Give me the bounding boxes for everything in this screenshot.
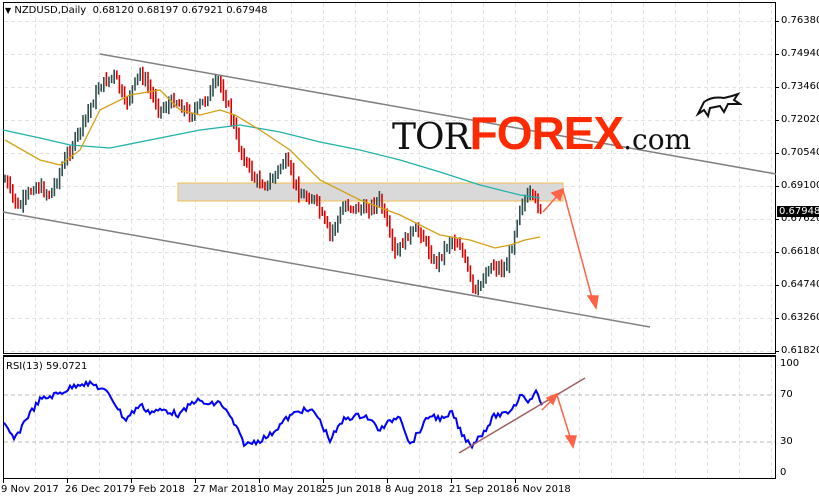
price-tick-label: 0.66180 xyxy=(781,246,819,257)
current-price-tag: 0.67948 xyxy=(777,206,819,217)
price-tick-label: 0.70540 xyxy=(781,147,819,158)
price-axis-ticks xyxy=(776,21,779,352)
time-axis-label: 21 Sep 2018 xyxy=(449,484,513,495)
price-tick-label: 0.63260 xyxy=(781,312,819,323)
channel-lower-line[interactable] xyxy=(2,211,651,328)
price-tick-label: 0.72020 xyxy=(781,114,819,125)
price-tick-label: 0.73460 xyxy=(781,81,819,92)
time-axis-label: 26 Dec 2017 xyxy=(65,484,129,495)
time-axis-label: 27 Mar 2018 xyxy=(193,484,257,495)
time-axis-label: 9 Feb 2018 xyxy=(129,484,185,495)
ma-slow-line xyxy=(2,124,541,199)
price-tick-label: 0.69100 xyxy=(781,180,819,191)
price-panel-frame xyxy=(3,2,776,354)
symbol-timeframe: NZDUSD,Daily xyxy=(14,5,87,16)
rsi-tick-70: 70 xyxy=(780,389,793,400)
rsi-tick-100: 100 xyxy=(780,358,800,369)
time-axis-label: 25 Jun 2018 xyxy=(321,484,382,495)
triangle-down-icon[interactable]: ▼ xyxy=(5,6,12,15)
ohlc-values: 0.68120 0.68197 0.67921 0.67948 xyxy=(92,5,268,16)
ma-fast-line xyxy=(4,89,541,249)
rsi-trendline[interactable] xyxy=(458,377,586,454)
price-tick-label: 0.74940 xyxy=(781,48,819,59)
price-tick-label: 0.64740 xyxy=(781,279,819,290)
time-axis-label: 9 Nov 2017 xyxy=(1,484,59,495)
rsi-tick-0: 0 xyxy=(780,467,787,478)
price-tick-label: 0.67620 xyxy=(781,213,819,224)
time-axis-ticks xyxy=(3,479,516,483)
time-axis-label: 8 Aug 2018 xyxy=(385,484,443,495)
chart-header: ▼ NZDUSD,Daily 0.68120 0.68197 0.67921 0… xyxy=(5,5,268,16)
rsi-line xyxy=(3,379,543,450)
price-tick-label: 0.76380 xyxy=(781,15,819,26)
time-axis-label: 10 May 2018 xyxy=(257,484,323,495)
forecast-arrows[interactable] xyxy=(542,187,599,310)
rsi-title: RSI(13) 59.0721 xyxy=(6,361,88,372)
rsi-tick-30: 30 xyxy=(780,436,793,447)
rsi-panel-frame xyxy=(3,356,776,479)
torforex-logo: TORFOREX.com xyxy=(392,92,742,159)
rsi-forecast-arrows[interactable] xyxy=(541,392,577,449)
channel-upper-line[interactable] xyxy=(99,53,777,175)
time-axis-label: 6 Nov 2018 xyxy=(513,484,571,495)
candles xyxy=(4,66,542,296)
price-tick-label: 0.61820 xyxy=(781,345,819,356)
grid xyxy=(4,3,775,478)
bull-icon xyxy=(695,92,742,119)
resistance-zone[interactable] xyxy=(177,182,564,202)
